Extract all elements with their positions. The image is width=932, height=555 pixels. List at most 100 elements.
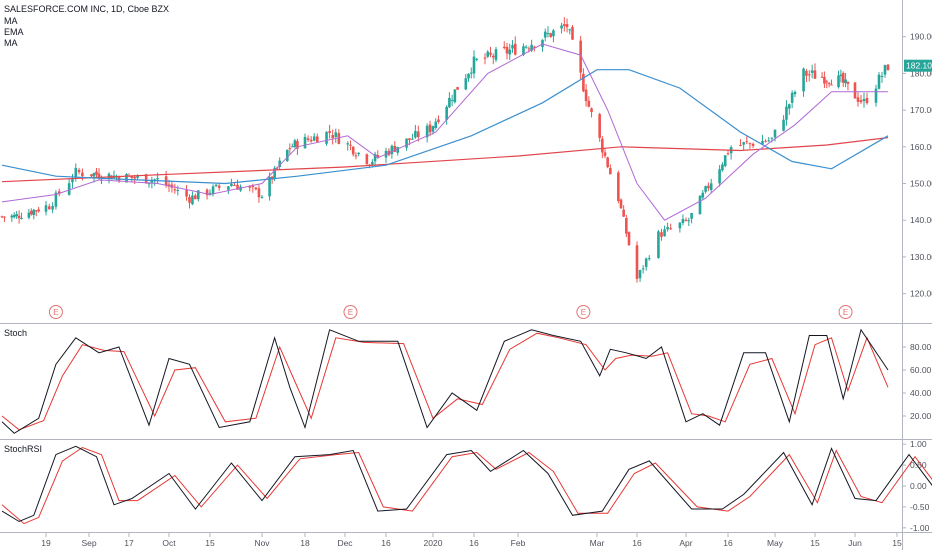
candle (823, 71, 826, 89)
candle-body (865, 97, 869, 104)
indicator-label: EMA (4, 27, 24, 37)
candle (751, 142, 755, 149)
osc-tick-label: 60.00 (910, 365, 932, 375)
candle (491, 53, 495, 65)
candle-body (365, 154, 369, 165)
candle (312, 133, 316, 142)
candle-body (434, 121, 438, 128)
time-tick-label: 15 (810, 538, 820, 548)
candle (568, 28, 572, 35)
time-tick-label: 15 (892, 538, 902, 548)
candle-body (467, 73, 470, 79)
candle-body (568, 29, 572, 31)
candle-body (827, 83, 831, 85)
candle (428, 120, 432, 137)
candle (690, 212, 693, 224)
candle (582, 68, 585, 93)
candle (701, 190, 705, 200)
candle-body (862, 99, 866, 102)
candle-body (584, 89, 588, 102)
candle (767, 136, 771, 143)
candle (217, 183, 221, 191)
candle (214, 184, 218, 188)
candle-body (95, 171, 98, 175)
price-tick-label: 130.00 (910, 252, 932, 262)
candle (285, 149, 289, 162)
earnings-marker-label: E (53, 308, 58, 317)
candle (505, 42, 509, 60)
candle-body (227, 186, 230, 190)
stoch-title: Stoch (4, 328, 27, 338)
candle-body (598, 114, 601, 138)
candle (188, 194, 191, 209)
candle-body (726, 153, 730, 155)
candle (619, 198, 623, 209)
candle (334, 128, 338, 143)
candle (95, 168, 98, 178)
candle-body (74, 167, 78, 178)
candle (483, 53, 487, 65)
candle-body (590, 108, 593, 113)
candle (787, 103, 791, 115)
candle-body (251, 185, 255, 188)
candle (125, 173, 128, 183)
candle (306, 135, 310, 142)
candle-body (508, 49, 512, 55)
candle (644, 257, 648, 271)
candle-body (627, 232, 631, 246)
candle (810, 64, 814, 79)
candle-body (44, 205, 48, 212)
candle (601, 135, 604, 159)
candle (15, 210, 18, 219)
candle-body (601, 138, 604, 153)
candle-body (354, 155, 358, 157)
candle-body (456, 87, 459, 90)
candle (681, 214, 685, 226)
candle-body (173, 189, 177, 191)
candle-body (414, 130, 417, 138)
candle (337, 129, 341, 145)
candle-body (563, 24, 566, 26)
candle-body (773, 129, 777, 138)
candle (44, 200, 48, 216)
candle-body (270, 176, 274, 180)
time-tick-label: 15 (205, 538, 215, 548)
candle (0, 215, 4, 219)
candle-body (839, 74, 843, 77)
candle-body (236, 184, 239, 190)
candle-body (742, 142, 745, 145)
candle-body (846, 81, 850, 84)
candle (883, 64, 887, 78)
candle (293, 138, 297, 149)
stoch-d-line (1, 332, 889, 431)
candle-body (51, 206, 54, 210)
candle-body (707, 185, 710, 189)
candle-body (764, 140, 767, 142)
candle-body (445, 106, 448, 120)
candle (707, 182, 710, 192)
candle-body (844, 79, 847, 84)
candle-body (12, 214, 16, 218)
candles (0, 17, 890, 283)
candle-body (698, 195, 702, 215)
candle (638, 269, 642, 282)
candle-body (15, 214, 18, 217)
candle (411, 133, 414, 140)
candle-body (825, 81, 829, 83)
candle-body (257, 188, 261, 198)
candle-body (813, 70, 817, 79)
candle-body (334, 132, 338, 137)
candle-body (560, 25, 563, 29)
candle-body (233, 185, 236, 187)
candle-body (291, 146, 294, 148)
candle (764, 139, 767, 143)
candle-body (718, 169, 721, 184)
candle (790, 90, 794, 109)
candle (502, 41, 506, 50)
candle (617, 170, 620, 204)
time-tick-label: May (767, 538, 784, 548)
candle-body (647, 258, 651, 260)
osc-tick-label: 80.00 (910, 342, 932, 352)
candle-body (260, 196, 264, 198)
